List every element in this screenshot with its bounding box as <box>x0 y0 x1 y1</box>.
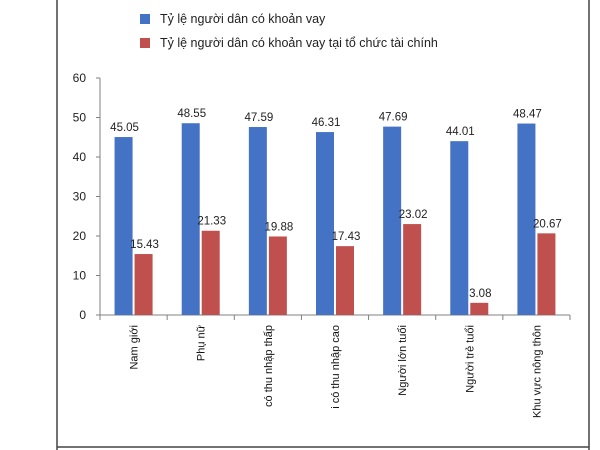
legend-swatch-series-2 <box>140 38 150 48</box>
bar-series-1 <box>450 141 469 315</box>
legend-swatch-series-1 <box>140 14 150 24</box>
bar-series-1 <box>114 137 133 315</box>
data-label-series-1: 47.69 <box>379 112 408 124</box>
bar-series-1 <box>248 127 267 315</box>
y-tick-label: 60 <box>73 71 87 85</box>
bar-series-2 <box>336 246 354 315</box>
bar-series-1 <box>316 132 334 315</box>
data-label-series-2: 21.33 <box>197 216 226 228</box>
legend-label-series-2: Tỷ lệ người dân có khoản vay tại tổ chức… <box>160 36 438 50</box>
data-label-series-2: 3.08 <box>469 288 491 300</box>
y-tick-label: 50 <box>73 111 87 125</box>
bar-series-2 <box>268 236 287 315</box>
bar-series-2 <box>201 230 220 315</box>
data-label-series-1: 44.01 <box>446 126 475 138</box>
y-tick-label: 20 <box>73 229 87 243</box>
legend: Tỷ lệ người dân có khoản vay Tỷ lệ người… <box>140 8 438 56</box>
data-label-series-2: 17.43 <box>332 231 361 243</box>
category-label: có thu nhập thấp <box>263 325 275 407</box>
legend-item-series-2: Tỷ lệ người dân có khoản vay tại tổ chức… <box>140 32 438 54</box>
y-tick-label: 0 <box>79 308 86 322</box>
data-label-series-2: 20.67 <box>533 218 562 230</box>
y-tick-label: 10 <box>73 269 87 283</box>
category-label: Nam giới <box>129 325 141 370</box>
data-label-series-2: 23.02 <box>399 209 428 221</box>
data-label-series-1: 48.55 <box>177 108 206 120</box>
data-label-series-1: 48.47 <box>513 109 542 121</box>
category-label: Khu vực nông thôn <box>531 325 543 418</box>
bar-series-1 <box>181 123 200 315</box>
data-label-series-1: 45.05 <box>110 122 139 134</box>
y-tick-label: 40 <box>73 150 87 164</box>
bar-series-1 <box>517 123 536 315</box>
bar-series-2 <box>403 224 422 315</box>
legend-item-series-1: Tỷ lệ người dân có khoản vay <box>140 8 438 30</box>
category-label: i có thu nhập cao <box>330 325 342 409</box>
y-tick-label: 30 <box>73 190 87 204</box>
bar-series-2 <box>537 233 556 315</box>
category-label: Người lớn tuổi <box>397 325 409 396</box>
data-label-series-1: 47.59 <box>244 112 273 124</box>
bar-series-2 <box>134 254 153 315</box>
category-label: Người trẻ tuổi <box>464 325 476 393</box>
data-label-series-2: 15.43 <box>130 239 159 251</box>
data-label-series-2: 19.88 <box>264 221 293 233</box>
data-label-series-1: 46.31 <box>312 117 341 129</box>
legend-label-series-1: Tỷ lệ người dân có khoản vay <box>160 12 326 26</box>
bar-series-1 <box>383 126 402 315</box>
category-label: Phụ nữ <box>196 324 208 361</box>
bar-series-2 <box>470 302 489 315</box>
